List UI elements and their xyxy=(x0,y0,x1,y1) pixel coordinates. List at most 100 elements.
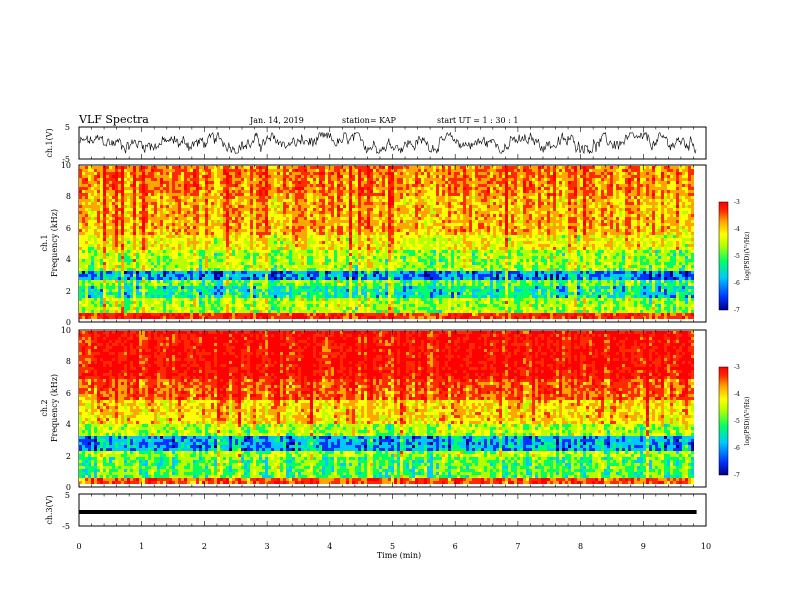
spectrogram-cell xyxy=(181,220,184,223)
spectrogram-cell xyxy=(247,214,250,217)
spectrogram-cell xyxy=(589,232,592,235)
spectrogram-cell xyxy=(490,202,493,205)
spectrogram-cell xyxy=(529,178,532,181)
spectrogram-cell xyxy=(523,193,526,196)
spectrogram-cell xyxy=(196,184,199,187)
spectrogram-cell xyxy=(292,190,295,193)
spectrogram-cell xyxy=(145,175,148,178)
spectrogram-cell xyxy=(598,220,601,223)
spectrogram-cell xyxy=(199,169,202,172)
spectrogram-cell xyxy=(238,202,241,205)
spectrogram-cell xyxy=(154,232,157,235)
spectrogram-cell xyxy=(112,220,115,223)
spectrogram-cell xyxy=(124,229,127,232)
spectrogram-cell xyxy=(175,187,178,190)
spectrogram-cell xyxy=(304,208,307,211)
spectrogram-cell xyxy=(469,214,472,217)
spectrogram-cell xyxy=(295,217,298,220)
spectrogram-cell xyxy=(523,202,526,205)
spectrogram-cell xyxy=(340,202,343,205)
spectrogram-cell xyxy=(100,217,103,220)
spectrogram-cell xyxy=(505,232,508,235)
spectrogram-cell xyxy=(505,211,508,214)
spectrogram-cell xyxy=(301,169,304,172)
spectrogram-cell xyxy=(523,226,526,229)
spectrogram-cell xyxy=(391,211,394,214)
spectrogram-cell xyxy=(463,217,466,220)
spectrogram-cell xyxy=(340,193,343,196)
spectrogram-cell xyxy=(358,205,361,208)
spectrogram-cell xyxy=(514,220,517,223)
spectrogram-cell xyxy=(481,214,484,217)
spectrogram-cell xyxy=(187,196,190,199)
spectrogram-cell xyxy=(325,184,328,187)
spectrogram-cell xyxy=(586,208,589,211)
spectrogram-cell xyxy=(568,184,571,187)
spectrogram-cell xyxy=(565,175,568,178)
spectrogram-cell xyxy=(613,175,616,178)
spectrogram-cell xyxy=(334,208,337,211)
spectrogram-cell xyxy=(385,214,388,217)
spectrogram-cell xyxy=(643,211,646,214)
spectrogram-cell xyxy=(403,196,406,199)
spectrogram-cell xyxy=(691,235,694,238)
spectrogram-cell xyxy=(349,235,352,238)
spectrogram-cell xyxy=(382,235,385,238)
spectrogram-cell xyxy=(322,196,325,199)
spectrogram-cell xyxy=(268,193,271,196)
spectrogram-cell xyxy=(88,196,91,199)
spectrogram-cell xyxy=(298,214,301,217)
spectrogram-cell xyxy=(157,196,160,199)
spectrogram-cell xyxy=(502,223,505,226)
spectrogram-cell xyxy=(319,232,322,235)
spectrogram-cell xyxy=(274,199,277,202)
spectrogram-cell xyxy=(103,187,106,190)
spectrogram-cell xyxy=(658,187,661,190)
spectrogram-cell xyxy=(391,208,394,211)
spectrogram-cell xyxy=(517,232,520,235)
spectrogram-cell xyxy=(658,175,661,178)
spectrogram-cell xyxy=(103,208,106,211)
spectrogram-cell xyxy=(145,220,148,223)
spectrogram-cell xyxy=(511,178,514,181)
spectrogram-cell xyxy=(520,169,523,172)
spectrogram-cell xyxy=(139,217,142,220)
spectrogram-cell xyxy=(100,211,103,214)
spectrogram-cell xyxy=(634,202,637,205)
spectrogram-cell xyxy=(397,181,400,184)
spectrogram-cell xyxy=(673,169,676,172)
spectrogram-cell xyxy=(142,220,145,223)
spectrogram-cell xyxy=(115,232,118,235)
spectrogram-cell xyxy=(160,193,163,196)
spectrogram-cell xyxy=(550,187,553,190)
spectrogram-cell xyxy=(538,235,541,238)
spectrogram-cell xyxy=(397,217,400,220)
spectrogram-cell xyxy=(253,172,256,175)
spectrogram-cell xyxy=(400,169,403,172)
spectrogram-cell xyxy=(478,178,481,181)
spectrogram-cell xyxy=(517,205,520,208)
spectrogram-cell xyxy=(88,229,91,232)
spectrogram-cell xyxy=(184,235,187,238)
spectrogram-cell xyxy=(478,211,481,214)
spectrogram-cell xyxy=(337,217,340,220)
spectrogram-cell xyxy=(436,187,439,190)
spectrogram-cell xyxy=(631,217,634,220)
spectrogram-cell xyxy=(559,217,562,220)
spectrogram-cell xyxy=(187,205,190,208)
spectrogram-cell xyxy=(340,229,343,232)
spectrogram-cell xyxy=(640,187,643,190)
spectrogram-cell xyxy=(361,193,364,196)
spectrogram-cell xyxy=(454,172,457,175)
spectrogram-cell xyxy=(244,199,247,202)
spectrogram-cell xyxy=(556,187,559,190)
spectrogram-cell xyxy=(202,178,205,181)
spectrogram-cell xyxy=(334,181,337,184)
spectrogram-cell xyxy=(313,172,316,175)
spectrogram-cell xyxy=(118,235,121,238)
spectrogram-cell xyxy=(586,205,589,208)
ch1-waveform-frame xyxy=(78,126,707,160)
spectrogram-cell xyxy=(640,172,643,175)
spectrogram-cell xyxy=(490,178,493,181)
spectrogram-cell xyxy=(547,235,550,238)
